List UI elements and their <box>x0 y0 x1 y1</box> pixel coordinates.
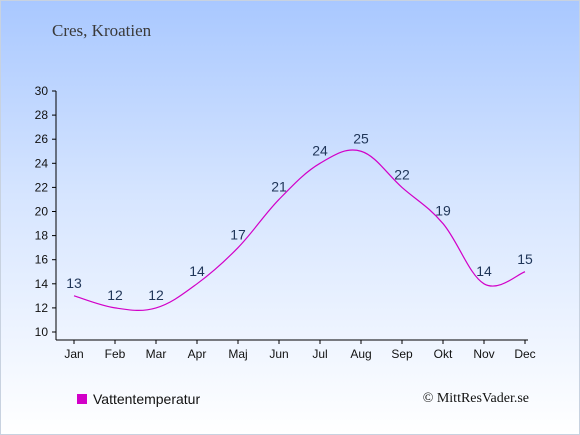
y-tick-label: 16 <box>35 253 49 267</box>
data-label: 19 <box>435 203 451 219</box>
credit-text: © MittResVader.se <box>422 391 529 406</box>
x-tick-label: Sep <box>391 347 413 361</box>
data-label: 14 <box>476 263 492 279</box>
data-label: 17 <box>230 227 246 243</box>
y-tick-label: 14 <box>35 277 49 291</box>
series-line-vattentemperatur <box>73 149 526 311</box>
x-tick-label: Jan <box>64 347 83 361</box>
chart-title: Cres, Kroatien <box>52 21 152 40</box>
x-tick-label: Nov <box>473 347 494 361</box>
legend: Vattentemperatur <box>77 391 200 407</box>
data-label: 13 <box>66 275 82 291</box>
y-tick-label: 18 <box>35 229 49 243</box>
data-label: 25 <box>353 130 369 146</box>
y-tick-label: 20 <box>35 205 49 219</box>
x-tick-label: Aug <box>350 347 371 361</box>
x-tick-label: Feb <box>105 347 126 361</box>
data-label: 22 <box>394 166 410 182</box>
legend-label: Vattentemperatur <box>93 391 201 407</box>
data-label: 24 <box>312 142 328 158</box>
y-tick-label: 22 <box>35 180 49 194</box>
y-tick-label: 12 <box>35 301 49 315</box>
y-tick-label: 24 <box>35 156 49 170</box>
tick-labels: 10 12 14 16 18 20 22 24 26 28 30 Jan Feb Mar Apr Maj Jun… <box>35 84 536 361</box>
x-tick-label: Dec <box>514 347 535 361</box>
x-tick-label: Apr <box>188 347 207 361</box>
y-tick-label: 10 <box>35 325 49 339</box>
x-tick-label: Jul <box>312 347 327 361</box>
data-label: 15 <box>517 251 533 267</box>
x-tick-label: Okt <box>434 347 453 361</box>
y-tick-label: 30 <box>35 84 49 98</box>
axes <box>52 90 528 344</box>
y-tick-label: 26 <box>35 132 49 146</box>
legend-swatch <box>77 394 87 404</box>
y-tick-label: 28 <box>35 108 49 122</box>
x-tick-label: Jun <box>269 347 288 361</box>
data-label: 12 <box>148 287 164 303</box>
x-tick-label: Maj <box>228 347 247 361</box>
data-labels: 13 12 12 14 17 21 24 25 22 19 14 15 <box>66 130 533 303</box>
data-label: 12 <box>107 287 123 303</box>
data-label: 21 <box>271 178 287 194</box>
data-label: 14 <box>189 263 205 279</box>
x-tick-label: Mar <box>146 347 167 361</box>
